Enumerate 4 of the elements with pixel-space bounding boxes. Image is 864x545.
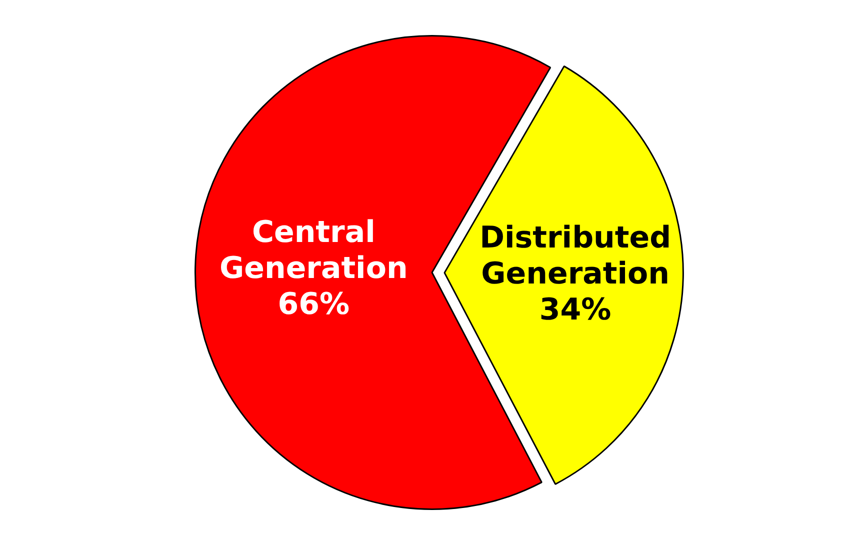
data-label: 66% bbox=[278, 286, 350, 322]
slice-label: Central Generation bbox=[219, 214, 408, 286]
data-label: 34% bbox=[539, 292, 612, 328]
slice-label: Distributed Generation bbox=[480, 220, 672, 292]
